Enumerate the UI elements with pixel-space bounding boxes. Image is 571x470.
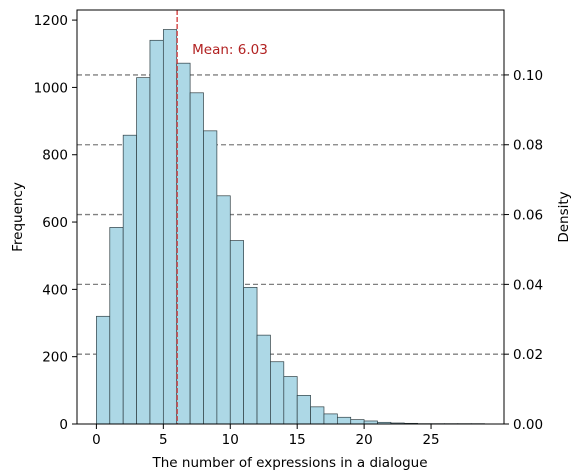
histogram-bar-5 [162, 29, 178, 425]
y-axis-density: 0.00 0.02 0.04 0.06 0.08 0.10 [504, 68, 543, 433]
histogram-bar-7 [189, 92, 204, 425]
x-tick-label-3: 15 [289, 432, 306, 448]
histogram-bar-8 [203, 130, 218, 425]
histogram-bar-19 [350, 419, 365, 425]
y-right-tick-label-1: 0.02 [513, 347, 543, 363]
y-left-tick-label-4: 800 [42, 148, 68, 164]
y-left-tick-label-0: 0 [59, 417, 68, 433]
y-left-tick-label-6: 1200 [34, 13, 68, 29]
y-left-tick-label-2: 400 [42, 282, 68, 298]
histogram-bar-10 [229, 240, 245, 425]
histogram-bar-3 [136, 77, 151, 425]
x-tick-label-1: 5 [159, 432, 168, 448]
histogram-bar-0 [96, 315, 111, 425]
y-axis-right-title: Density [556, 191, 571, 242]
histogram-bar-2 [122, 134, 137, 425]
histogram-bar-6 [176, 62, 191, 425]
histogram-bar-18 [336, 416, 352, 425]
y-right-tick-label-4: 0.08 [513, 138, 543, 154]
y-right-tick-label-2: 0.04 [513, 277, 543, 293]
histogram-bars [96, 29, 485, 425]
x-axis: 0 5 10 15 20 25 [92, 424, 440, 448]
x-tick-label-2: 10 [222, 432, 239, 448]
histogram-bar-15 [296, 395, 311, 425]
y-right-tick-label-3: 0.06 [513, 208, 543, 224]
y-left-tick-label-3: 600 [42, 215, 68, 231]
histogram-bar-4 [149, 39, 164, 425]
histogram-bar-12 [256, 334, 271, 425]
x-tick-label-0: 0 [92, 432, 101, 448]
density-gridlines [77, 74, 504, 355]
x-axis-title: The number of expressions in a dialogue [151, 455, 427, 470]
y-axis-left-title: Frequency [10, 182, 26, 252]
histogram-bar-14 [283, 376, 298, 425]
histogram-bar-17 [323, 413, 338, 425]
histogram-bar-16 [310, 406, 325, 425]
plot-frame [76, 9, 505, 425]
y-right-tick-label-0: 0.00 [513, 417, 543, 433]
histogram-bar-11 [243, 286, 258, 425]
x-tick-label-5: 25 [422, 432, 439, 448]
histogram-bar-13 [270, 361, 285, 425]
mean-marker: Mean: 6.03 [176, 10, 268, 424]
x-tick-label-4: 20 [356, 432, 373, 448]
histogram-bar-9 [216, 195, 231, 425]
mean-label: Mean: 6.03 [192, 42, 268, 58]
y-right-tick-label-5: 0.10 [513, 68, 543, 84]
y-left-tick-label-5: 1000 [34, 80, 68, 96]
histogram-bar-1 [109, 227, 124, 425]
y-axis-frequency: 0 200 400 600 800 1000 1200 [34, 13, 77, 433]
y-left-tick-label-1: 200 [42, 350, 68, 366]
